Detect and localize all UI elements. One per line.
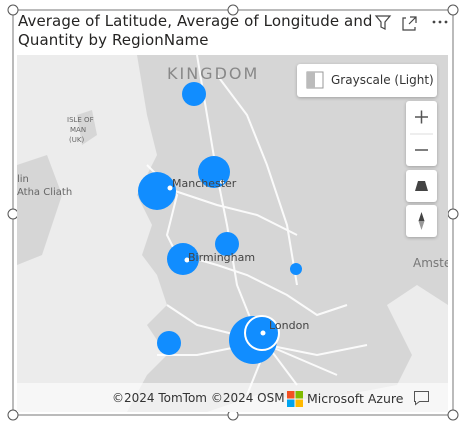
more-icon[interactable] — [432, 20, 448, 24]
map[interactable]: KINGDOM ISLE OF MAN (UK) lin Atha Cliath… — [17, 55, 448, 412]
bubbles[interactable] — [138, 82, 302, 364]
map-label: KINGDOM — [167, 64, 259, 83]
style-label: Grayscale (Light) — [331, 73, 434, 87]
map-label: MAN — [70, 126, 86, 134]
feedback-icon[interactable] — [413, 390, 431, 406]
attribution-text: ©2024 OSM — [210, 391, 285, 405]
title-line: Average of Latitude, Average of Longitud… — [18, 12, 373, 30]
attribution-text: Microsoft Azure — [307, 391, 404, 406]
microsoft-logo — [287, 391, 303, 407]
map-style-button[interactable]: Grayscale (Light) — [297, 64, 437, 97]
map-label: London — [269, 319, 309, 332]
map-label: Amste — [413, 256, 448, 270]
attribution: ©2024 TomTom ©2024 OSM — [112, 391, 285, 405]
map-label: ISLE OF — [67, 116, 94, 124]
tilt-button[interactable] — [406, 170, 437, 202]
compass-button[interactable] — [406, 205, 437, 237]
attribution-text: ©2024 TomTom — [112, 391, 207, 405]
map-label: lin — [17, 174, 29, 185]
map-label: (UK) — [69, 136, 84, 144]
map-label: Manchester — [172, 177, 237, 190]
zoom-controls[interactable] — [406, 101, 437, 166]
focus-icon[interactable] — [402, 16, 417, 31]
title-line: Quantity by RegionName — [18, 31, 209, 49]
filter-icon[interactable] — [374, 15, 392, 30]
map-label: Atha Cliath — [17, 187, 72, 198]
map-label: Birmingham — [188, 251, 255, 264]
